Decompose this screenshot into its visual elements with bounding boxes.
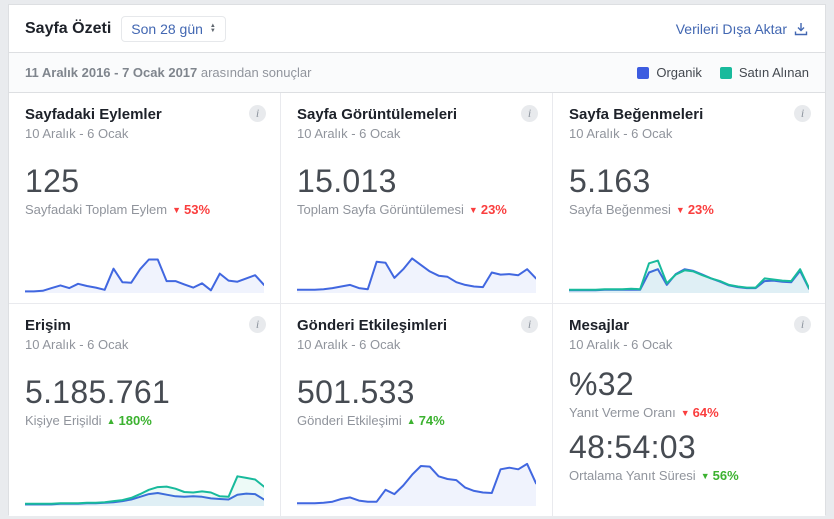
legend-item-organic: Organik <box>637 65 702 80</box>
metric-label-row: Toplam Sayfa Görüntülemesi ▼ 23% <box>297 202 507 217</box>
metric-label-row: Gönderi Etkileşimi ▲ 74% <box>297 413 445 428</box>
triangle-down-icon: ▼ <box>680 407 690 418</box>
metric-label-row: Yanıt Verme Oranı ▼ 64% <box>569 405 719 420</box>
card-title: Sayfa Beğenmeleri <box>569 106 704 123</box>
trend-down-indicator: ▼ 23% <box>676 202 714 217</box>
triangle-down-icon: ▼ <box>700 470 710 481</box>
sparkline-chart <box>296 446 537 508</box>
card-date-range: 10 Aralık - 6 Ocak <box>297 337 401 352</box>
metric-value: 5.185.761 <box>25 374 171 410</box>
legend-label: Satın Alınan <box>738 65 809 80</box>
card-date-range: 10 Aralık - 6 Ocak <box>569 337 673 352</box>
metric-label-row: Kişiye Erişildi ▲ 180% <box>25 413 152 428</box>
metric-value: 48:54:03 <box>569 429 696 465</box>
change-percent: 64% <box>692 405 719 420</box>
organic-swatch-icon <box>637 66 650 79</box>
metric-value: 15.013 <box>297 163 397 199</box>
info-icon[interactable]: i <box>249 316 266 333</box>
info-icon[interactable]: i <box>794 105 811 122</box>
card-page-actions[interactable]: Sayfadaki Eylemler 10 Aralık - 6 Ocak i … <box>9 93 281 304</box>
triangle-up-icon: ▲ <box>406 415 416 426</box>
triangle-up-icon: ▲ <box>106 415 116 426</box>
export-data-link[interactable]: Verileri Dışa Aktar <box>676 21 809 37</box>
trend-down-indicator: ▼ 56% <box>701 468 739 483</box>
metric-value: %32 <box>569 366 634 402</box>
card-page-likes[interactable]: Sayfa Beğenmeleri 10 Aralık - 6 Ocak i 5… <box>553 93 825 304</box>
card-messages[interactable]: Mesajlar 10 Aralık - 6 Ocak i %32 Yanıt … <box>553 304 825 516</box>
results-text: arasından sonuçlar <box>197 65 312 80</box>
card-date-range: 10 Aralık - 6 Ocak <box>569 126 673 141</box>
info-icon[interactable]: i <box>794 316 811 333</box>
card-title: Gönderi Etkileşimleri <box>297 317 448 334</box>
results-strip: 11 Aralık 2016 - 7 Ocak 2017 arasından s… <box>9 53 825 93</box>
page-title: Sayfa Özeti <box>25 19 112 37</box>
date-range-value: Son 28 gün <box>131 20 203 37</box>
metric-value: 501.533 <box>297 374 415 410</box>
change-percent: 23% <box>480 202 507 217</box>
change-percent: 74% <box>418 413 445 428</box>
triangle-down-icon: ▼ <box>675 204 685 215</box>
card-title: Mesajlar <box>569 317 630 334</box>
metric-value: 5.163 <box>569 163 651 199</box>
change-percent: 53% <box>184 202 211 217</box>
card-reach[interactable]: Erişim 10 Aralık - 6 Ocak i 5.185.761 Ki… <box>9 304 281 516</box>
header: Sayfa Özeti Son 28 gün ▲ ▼ Verileri Dışa … <box>9 5 825 53</box>
paid-swatch-icon <box>719 66 732 79</box>
metric-label-row: Sayfadaki Toplam Eylem ▼ 53% <box>25 202 211 217</box>
legend-item-paid: Satın Alınan <box>719 65 809 80</box>
card-date-range: 10 Aralık - 6 Ocak <box>25 126 129 141</box>
trend-up-indicator: ▲ 74% <box>407 413 445 428</box>
info-icon[interactable]: i <box>249 105 266 122</box>
date-range-selector[interactable]: Son 28 gün ▲ ▼ <box>121 15 226 42</box>
download-icon <box>794 22 808 35</box>
metric-label-row: Sayfa Beğenmesi ▼ 23% <box>569 202 714 217</box>
export-label: Verileri Dışa Aktar <box>675 20 787 37</box>
change-percent: 180% <box>118 413 152 428</box>
sparkline-chart <box>296 233 537 295</box>
trend-down-indicator: ▼ 64% <box>681 405 719 420</box>
card-title: Sayfadaki Eylemler <box>25 106 162 123</box>
metric-label-row: Ortalama Yanıt Süresi ▼ 56% <box>569 468 739 483</box>
card-title: Erişim <box>25 317 71 334</box>
card-date-range: 10 Aralık - 6 Ocak <box>297 126 401 141</box>
sparkline-chart <box>24 233 265 295</box>
card-page-views[interactable]: Sayfa Görüntülemeleri 10 Aralık - 6 Ocak… <box>281 93 553 304</box>
sparkline-chart <box>24 446 265 508</box>
card-date-range: 10 Aralık - 6 Ocak <box>25 337 129 352</box>
info-icon[interactable]: i <box>521 316 538 333</box>
triangle-down-icon: ▼ <box>468 204 478 215</box>
trend-up-indicator: ▲ 180% <box>107 413 152 428</box>
change-percent: 23% <box>687 202 714 217</box>
trend-down-indicator: ▼ 23% <box>469 202 507 217</box>
legend: Organik Satın Alınan <box>637 65 809 80</box>
sparkline-chart <box>568 233 810 295</box>
card-post-engagements[interactable]: Gönderi Etkileşimleri 10 Aralık - 6 Ocak… <box>281 304 553 516</box>
triangle-down-icon: ▼ <box>172 204 182 215</box>
legend-label: Organik <box>656 65 702 80</box>
metrics-grid: Sayfadaki Eylemler 10 Aralık - 6 Ocak i … <box>9 93 825 516</box>
page-summary-panel: Sayfa Özeti Son 28 gün ▲ ▼ Verileri Dışa … <box>8 4 826 516</box>
change-percent: 56% <box>712 468 739 483</box>
trend-down-indicator: ▼ 53% <box>172 202 210 217</box>
info-icon[interactable]: i <box>521 105 538 122</box>
metric-value: 125 <box>25 163 80 199</box>
card-title: Sayfa Görüntülemeleri <box>297 106 458 123</box>
sort-arrows-icon: ▲ ▼ <box>209 22 216 34</box>
results-date-range: 11 Aralık 2016 - 7 Ocak 2017 <box>25 65 198 80</box>
